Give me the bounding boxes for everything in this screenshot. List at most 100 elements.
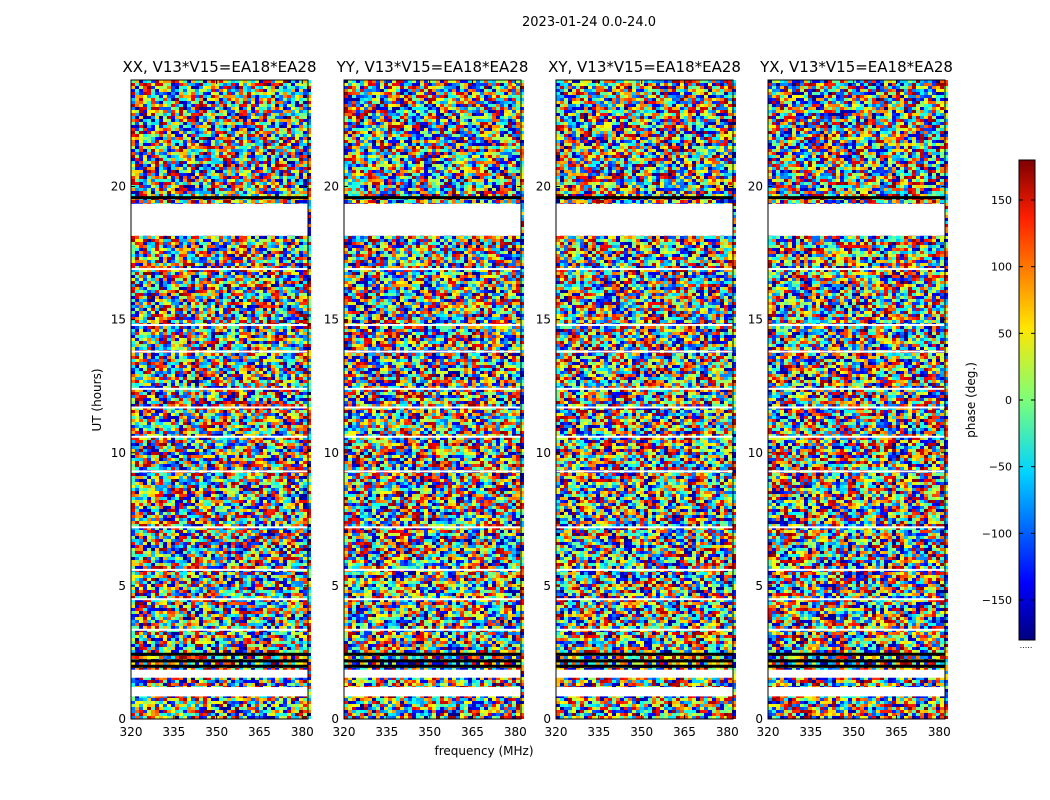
panel-xy: XY, V13*V15=EA18*EA28 320 335 350 365 380 0 5 10… — [536, 58, 741, 739]
colorbar-tick-label: 50 — [998, 327, 1012, 340]
white-gap — [768, 406, 945, 409]
y-tick-label: 15 — [111, 313, 126, 327]
white-gap — [131, 350, 308, 353]
dark-line — [768, 652, 945, 656]
white-gap — [768, 323, 945, 326]
y-tick-label: 20 — [536, 180, 551, 194]
white-gap — [768, 598, 945, 601]
white-gap — [556, 350, 733, 353]
phase-heatmap — [344, 80, 524, 719]
x-tick-label: 365 — [248, 725, 271, 739]
panel-xx: XX, V13*V15=EA18*EA28 320 335 350 365 380 0 5 10… — [111, 58, 317, 739]
dark-line — [768, 664, 945, 668]
white-gap — [768, 526, 945, 529]
dark-line — [131, 652, 308, 656]
white-gap — [344, 350, 521, 353]
panel-yx: YX, V13*V15=EA18*EA28 320 335 350 365 380 0 5 10… — [748, 58, 953, 739]
white-gap — [131, 568, 308, 571]
phase-heatmap — [556, 80, 736, 719]
y-axis-label: UT (hours) — [90, 368, 104, 431]
white-gap — [131, 406, 308, 409]
white-gap — [344, 387, 521, 390]
flagged-range — [131, 687, 308, 697]
white-gap — [344, 323, 521, 326]
y-tick-label: 20 — [324, 180, 339, 194]
x-tick-label: 350 — [842, 725, 865, 739]
white-gap — [344, 268, 521, 271]
y-tick-label: 0 — [755, 712, 763, 726]
panel-yy: YY, V13*V15=EA18*EA28 320 335 350 365 380 0 5 10… — [324, 58, 529, 739]
white-gap — [768, 435, 945, 438]
x-tick-label: 335 — [162, 725, 185, 739]
x-tick-label: 350 — [630, 725, 653, 739]
phase-heatmap — [131, 80, 311, 719]
colorbar-tick-label: −100 — [982, 527, 1012, 540]
dark-line — [768, 659, 945, 663]
y-tick-label: 10 — [748, 446, 763, 460]
flagged-range — [768, 669, 945, 678]
white-gap — [556, 470, 733, 473]
panels: XX, V13*V15=EA18*EA28 320 335 350 365 380 0 5 10… — [111, 58, 953, 739]
x-tick-label: 350 — [205, 725, 228, 739]
x-tick-label: 335 — [375, 725, 398, 739]
panel-frame — [555, 79, 734, 720]
white-gap — [768, 350, 945, 353]
colorbar-tick-label: −150 — [982, 594, 1012, 607]
white-gap — [768, 568, 945, 571]
colorbar-ticks: 150 100 50 0 −50 −100 −150 — [982, 194, 1035, 607]
y-tick-label: 20 — [748, 180, 763, 194]
flagged-range — [344, 669, 521, 678]
dark-line — [131, 664, 308, 668]
dark-line — [556, 196, 733, 200]
white-gap — [768, 470, 945, 473]
y-tick-label: 5 — [118, 579, 126, 593]
y-tick-label: 5 — [331, 579, 339, 593]
flagged-range — [344, 203, 521, 236]
panel-title: YY, V13*V15=EA18*EA28 — [336, 58, 529, 76]
panel-title: XY, V13*V15=EA18*EA28 — [548, 58, 741, 76]
white-gap — [556, 568, 733, 571]
colorbar-tick-label: 0 — [1005, 394, 1012, 407]
white-gap — [131, 268, 308, 271]
colorbar-tick-label: −50 — [989, 461, 1012, 474]
colorbar-tick-label: 100 — [991, 261, 1012, 274]
dark-line — [131, 196, 308, 200]
dark-line — [768, 196, 945, 200]
white-gap — [344, 406, 521, 409]
white-gap — [344, 435, 521, 438]
y-tick-label: 5 — [755, 579, 763, 593]
y-tick-label: 15 — [748, 313, 763, 327]
x-tick-label: 320 — [545, 725, 568, 739]
y-tick-label: 0 — [331, 712, 339, 726]
x-tick-label: 365 — [673, 725, 696, 739]
colorbar-tick-label: 150 — [991, 194, 1012, 207]
white-gap — [131, 387, 308, 390]
dark-line — [344, 652, 521, 656]
x-tick-label: 380 — [716, 725, 739, 739]
dark-line — [344, 196, 521, 200]
colorbar-under-label: ..... — [1020, 641, 1033, 650]
white-gap — [131, 435, 308, 438]
white-gap — [556, 526, 733, 529]
x-tick-label: 335 — [799, 725, 822, 739]
x-tick-label: 320 — [757, 725, 780, 739]
flagged-range — [556, 669, 733, 678]
white-gap — [556, 598, 733, 601]
x-tick-label: 380 — [928, 725, 951, 739]
phase-heatmap — [768, 80, 948, 719]
y-tick-label: 10 — [111, 446, 126, 460]
colorbar-label: phase (deg.) — [964, 362, 978, 438]
y-tick-label: 15 — [324, 313, 339, 327]
y-tick-label: 20 — [111, 180, 126, 194]
white-gap — [131, 628, 308, 631]
y-tick-label: 10 — [536, 446, 551, 460]
y-tick-label: 5 — [543, 579, 551, 593]
y-tick-label: 15 — [536, 313, 551, 327]
white-gap — [556, 435, 733, 438]
dark-line — [556, 664, 733, 668]
panel-frame — [767, 79, 946, 720]
x-tick-label: 365 — [885, 725, 908, 739]
panel-title: XX, V13*V15=EA18*EA28 — [122, 58, 316, 76]
white-gap — [768, 268, 945, 271]
flagged-range — [556, 203, 733, 236]
